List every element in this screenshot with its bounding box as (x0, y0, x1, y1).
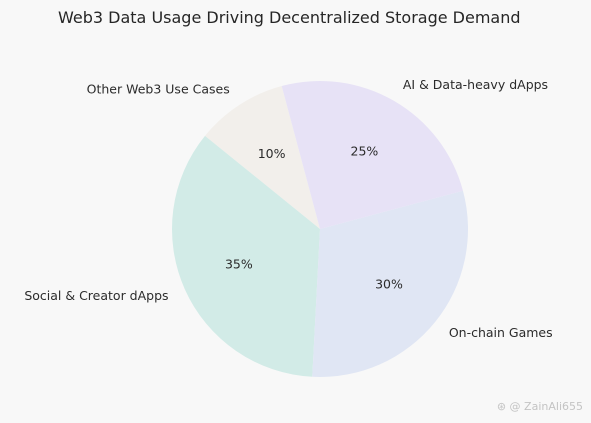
pie-slice-category-label: Other Web3 Use Cases (87, 81, 230, 96)
pie-slice-1 (172, 135, 320, 377)
pie-slice-2 (312, 190, 468, 378)
pie-slice-percent-label: 35% (225, 257, 253, 272)
pie-slice-percent-label: 30% (375, 276, 403, 291)
watermark-text: ⊛ @ ZainAli655 (496, 400, 583, 413)
chart-title: Web3 Data Usage Driving Decentralized St… (58, 8, 521, 27)
pie-slice-category-label: On-chain Games (449, 325, 553, 340)
pie-slice-category-label: Social & Creator dApps (24, 288, 168, 303)
pie-slice-category-label: AI & Data-heavy dApps (403, 77, 548, 92)
pie-slice-percent-label: 10% (258, 146, 286, 161)
pie-slice-0 (204, 86, 320, 230)
pie-slice-3 (281, 81, 463, 230)
pie-slice-percent-label: 25% (351, 144, 379, 159)
